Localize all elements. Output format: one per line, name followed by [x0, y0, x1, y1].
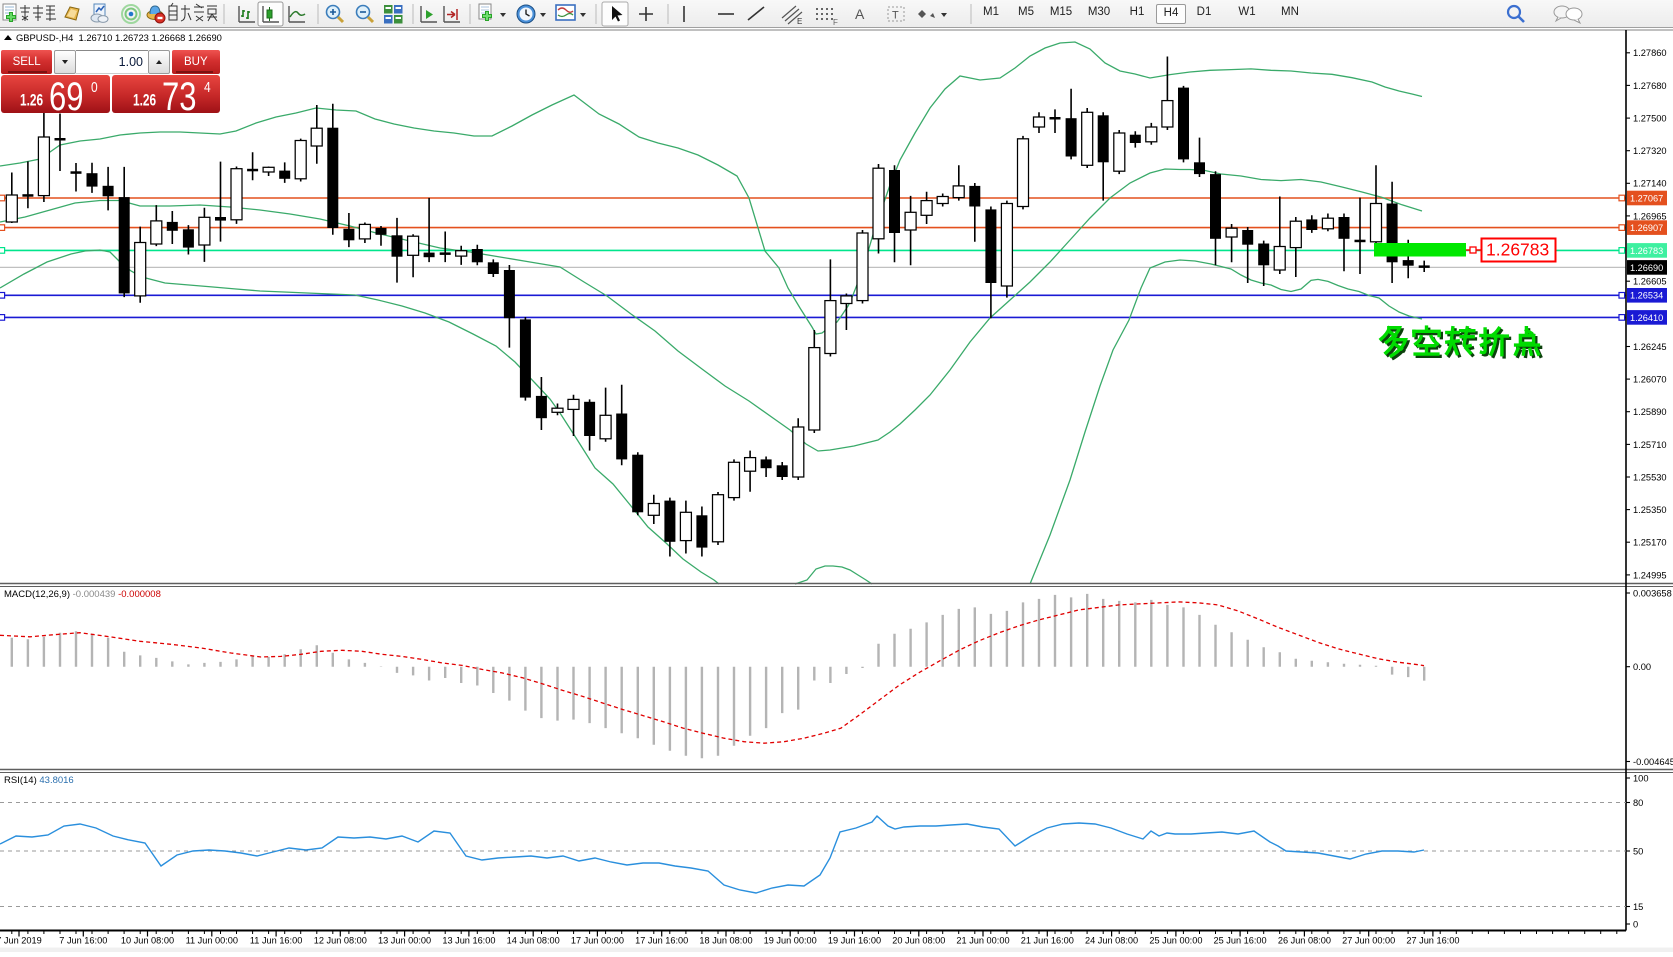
- svg-text:1.27140: 1.27140: [1633, 179, 1667, 189]
- svg-text:1.27320: 1.27320: [1633, 146, 1667, 156]
- svg-text:21 Jun 16:00: 21 Jun 16:00: [1021, 936, 1074, 946]
- svg-text:1.26783: 1.26783: [1630, 246, 1663, 256]
- svg-text:A: A: [855, 6, 865, 22]
- svg-text:80: 80: [1633, 798, 1643, 808]
- svg-text:1.26070: 1.26070: [1633, 375, 1667, 385]
- svg-text:25 Jun 00:00: 25 Jun 00:00: [1149, 936, 1202, 946]
- svg-text:1.26410: 1.26410: [1630, 313, 1663, 323]
- svg-text:1.26783: 1.26783: [1486, 240, 1549, 260]
- svg-text:-0.004645: -0.004645: [1633, 757, 1673, 767]
- svg-text:MACD(12,26,9) -0.000439 -0.000: MACD(12,26,9) -0.000439 -0.000008: [4, 589, 161, 600]
- svg-text:T: T: [892, 10, 899, 22]
- svg-text:17 Jun 00:00: 17 Jun 00:00: [571, 936, 624, 946]
- svg-text:1.27067: 1.27067: [1630, 193, 1663, 203]
- svg-text:1.25890: 1.25890: [1633, 407, 1667, 417]
- svg-text:0.00: 0.00: [1633, 662, 1651, 672]
- svg-text:0.003658: 0.003658: [1633, 588, 1672, 598]
- svg-text:11 Jun 16:00: 11 Jun 16:00: [250, 936, 302, 946]
- svg-text:50: 50: [1633, 846, 1643, 856]
- svg-text:13 Jun 00:00: 13 Jun 00:00: [378, 936, 431, 946]
- svg-text:1.26245: 1.26245: [1633, 342, 1667, 352]
- svg-text:1.25710: 1.25710: [1633, 440, 1667, 450]
- svg-text:20 Jun 08:00: 20 Jun 08:00: [892, 936, 945, 946]
- svg-text:15: 15: [1633, 902, 1643, 912]
- svg-text:1.26690: 1.26690: [1630, 263, 1663, 273]
- svg-text:0: 0: [1633, 919, 1638, 929]
- svg-text:1.25350: 1.25350: [1633, 505, 1667, 515]
- svg-text:RSI(14) 43.8016: RSI(14) 43.8016: [4, 775, 74, 786]
- svg-text:1.24995: 1.24995: [1633, 570, 1667, 580]
- svg-text:1.25170: 1.25170: [1633, 538, 1667, 548]
- svg-text:1.26907: 1.26907: [1630, 223, 1663, 233]
- svg-text:1.27500: 1.27500: [1633, 114, 1667, 124]
- svg-text:13 Jun 16:00: 13 Jun 16:00: [442, 936, 495, 946]
- svg-text:27 Jun 16:00: 27 Jun 16:00: [1406, 936, 1459, 946]
- svg-text:1.26605: 1.26605: [1633, 277, 1667, 287]
- svg-text:10 Jun 08:00: 10 Jun 08:00: [121, 936, 174, 946]
- svg-text:100: 100: [1633, 773, 1649, 783]
- svg-text:GBPUSD-,H4 1.26710 1.26723 1.: GBPUSD-,H4 1.26710 1.26723 1.26668 1.266…: [16, 32, 222, 43]
- svg-text:18 Jun 08:00: 18 Jun 08:00: [699, 936, 752, 946]
- svg-text:19 Jun 16:00: 19 Jun 16:00: [828, 936, 881, 946]
- svg-text:26 Jun 08:00: 26 Jun 08:00: [1278, 936, 1331, 946]
- svg-text:11 Jun 00:00: 11 Jun 00:00: [186, 936, 238, 946]
- svg-text:1.25530: 1.25530: [1633, 472, 1667, 482]
- svg-text:1.26534: 1.26534: [1630, 291, 1663, 301]
- svg-text:E: E: [797, 17, 802, 26]
- svg-text:1.27680: 1.27680: [1633, 81, 1667, 91]
- svg-text:7 Jun 16:00: 7 Jun 16:00: [59, 936, 107, 946]
- svg-text:1.26965: 1.26965: [1633, 211, 1667, 221]
- svg-text:24 Jun 08:00: 24 Jun 08:00: [1085, 936, 1138, 946]
- svg-text:1.27860: 1.27860: [1633, 48, 1667, 58]
- svg-text:7 Jun 2019: 7 Jun 2019: [0, 936, 42, 946]
- svg-text:21 Jun 00:00: 21 Jun 00:00: [956, 936, 1009, 946]
- svg-text:F: F: [833, 18, 838, 27]
- svg-text:17 Jun 16:00: 17 Jun 16:00: [635, 936, 688, 946]
- svg-text:19 Jun 00:00: 19 Jun 00:00: [764, 936, 817, 946]
- svg-text:12 Jun 08:00: 12 Jun 08:00: [314, 936, 367, 946]
- svg-text:27 Jun 00:00: 27 Jun 00:00: [1342, 936, 1395, 946]
- svg-text:25 Jun 16:00: 25 Jun 16:00: [1214, 936, 1267, 946]
- svg-text:14 Jun 08:00: 14 Jun 08:00: [507, 936, 560, 946]
